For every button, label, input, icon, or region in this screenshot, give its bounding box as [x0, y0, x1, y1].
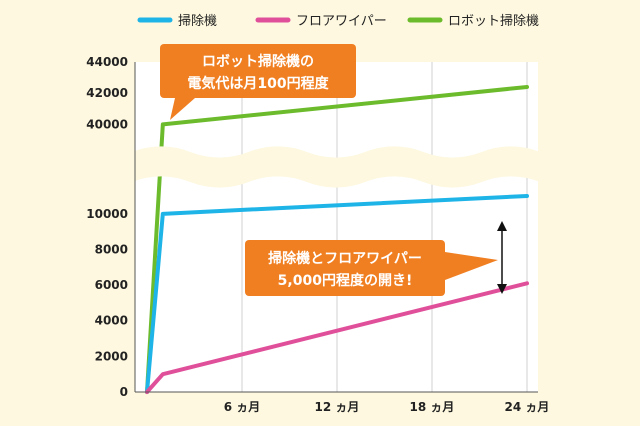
series-line-0: [145, 194, 529, 394]
y-tick-label: 10000: [86, 207, 128, 221]
difference-arrow: [497, 221, 507, 294]
series-line-2: [145, 84, 529, 394]
callout-gap: 掃除機とフロアワイパー 5,000円程度の開き!: [245, 240, 498, 296]
x-tick-label: 6 ヵ月: [224, 400, 261, 414]
y-tick-label: 6000: [95, 278, 128, 292]
callout-robot-line-1: ロボット掃除機の: [202, 53, 314, 70]
callout-robot-cost: ロボット掃除機の 電気代は月100円程度: [160, 44, 356, 120]
callout-gap-line-2: 5,000円程度の開き!: [278, 272, 413, 289]
y-tick-label: 44000: [86, 55, 128, 69]
y-tick-label: 40000: [86, 117, 128, 131]
legend: 掃除機 フロアワイパー ロボット掃除機: [137, 13, 539, 29]
callout-robot-line-2: 電気代は月100円程度: [187, 75, 329, 92]
x-tick-label: 12 ヵ月: [315, 400, 360, 414]
legend-label-1: フロアワイパー: [296, 14, 387, 29]
y-tick-labels: 0 2000 4000 6000 8000 10000 40000 42000 44000: [86, 55, 128, 399]
y-tick-label: 2000: [95, 349, 128, 363]
y-tick-label: 0: [120, 385, 128, 399]
y-tick-label: 42000: [86, 86, 128, 100]
legend-label-2: ロボット掃除機: [448, 13, 539, 29]
series-line-1: [145, 281, 529, 394]
y-tick-label: 8000: [95, 242, 128, 256]
series-lines: [145, 84, 529, 394]
x-tick-label: 24 ヵ月: [505, 400, 550, 414]
axis-break-wave: [132, 146, 540, 188]
x-tick-labels: 6 ヵ月 12 ヵ月 18 ヵ月 24 ヵ月: [224, 400, 550, 414]
y-tick-label: 4000: [95, 314, 128, 328]
callout-gap-line-1: 掃除機とフロアワイパー: [268, 250, 422, 267]
legend-label-0: 掃除機: [178, 13, 217, 29]
x-tick-label: 18 ヵ月: [410, 400, 455, 414]
